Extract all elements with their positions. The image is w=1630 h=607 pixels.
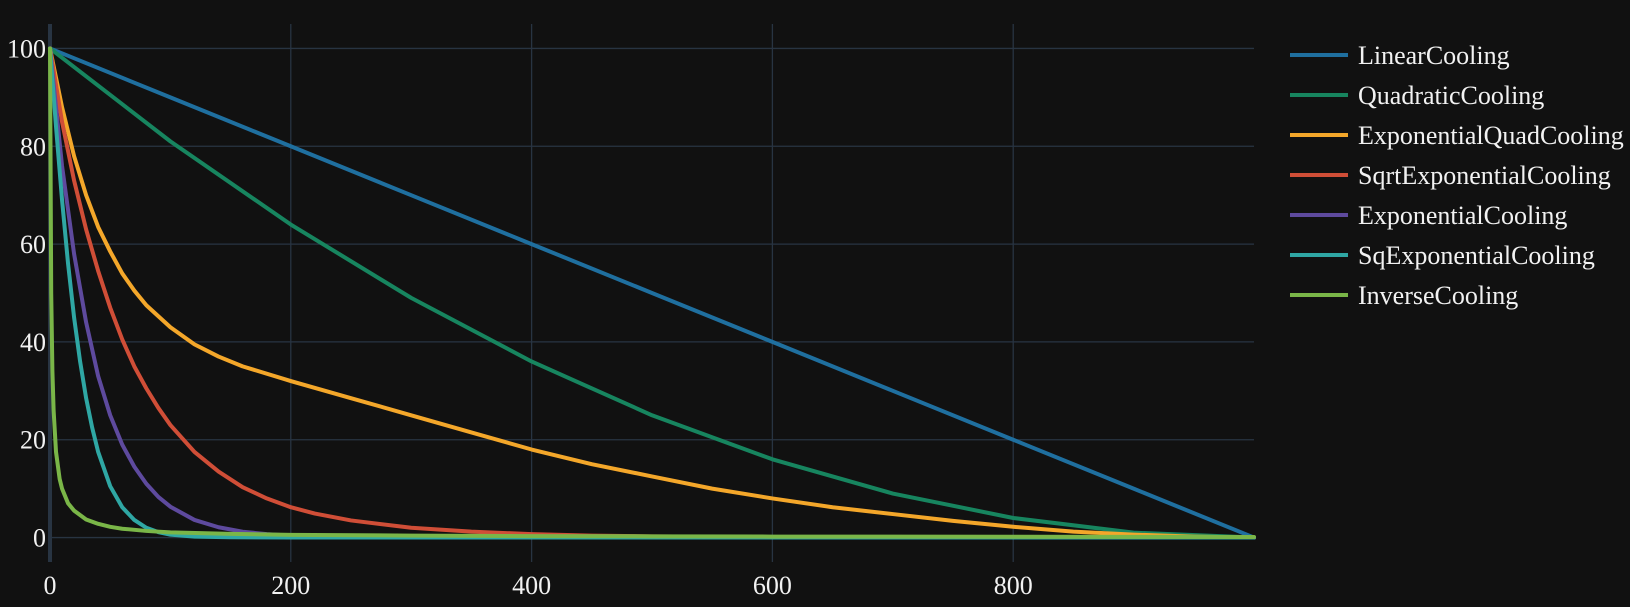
legend-label: InverseCooling xyxy=(1358,281,1518,310)
legend-item[interactable]: LinearCooling xyxy=(1290,41,1510,70)
legend-item[interactable]: ExponentialQuadCooling xyxy=(1290,121,1624,150)
x-tick-label: 0 xyxy=(44,571,57,600)
legend-label: SqExponentialCooling xyxy=(1358,241,1595,270)
x-tick-label: 600 xyxy=(753,571,792,600)
x-tick-label: 400 xyxy=(512,571,551,600)
legend-label: LinearCooling xyxy=(1358,41,1510,70)
legend-item[interactable]: QuadraticCooling xyxy=(1290,81,1544,110)
legend[interactable]: LinearCooling QuadraticCooling Exponential… xyxy=(1290,41,1624,310)
legend-item[interactable]: ExponentialCooling xyxy=(1290,201,1567,230)
legend-label: SqrtExponentialCooling xyxy=(1358,161,1611,190)
legend-label: ExponentialQuadCooling xyxy=(1358,121,1624,150)
y-tick-label: 20 xyxy=(20,426,46,455)
series-lines xyxy=(48,46,1256,540)
grid xyxy=(50,24,1254,562)
legend-label: ExponentialCooling xyxy=(1358,201,1567,230)
y-tick-label: 0 xyxy=(33,524,46,553)
legend-item[interactable]: SqExponentialCooling xyxy=(1290,241,1595,270)
series-line-linear-cooling xyxy=(48,46,1256,540)
x-tick-label: 200 xyxy=(271,571,310,600)
y-tick-label: 60 xyxy=(20,230,46,259)
x-tick-label: 800 xyxy=(994,571,1033,600)
legend-label: QuadraticCooling xyxy=(1358,81,1544,110)
y-tick-label: 80 xyxy=(20,132,46,161)
series-line-quadratic-cooling xyxy=(48,46,1256,540)
y-tick-label: 100 xyxy=(7,34,46,63)
y-tick-label: 40 xyxy=(20,328,46,357)
legend-item[interactable]: InverseCooling xyxy=(1290,281,1518,310)
series-line-inverse-cooling xyxy=(48,46,1256,539)
axes: 0 20 40 60 80 100 0 200 400 600 800 xyxy=(7,24,1033,600)
legend-item[interactable]: SqrtExponentialCooling xyxy=(1290,161,1611,190)
series-line-exponential-quad-cooling xyxy=(48,46,1256,540)
